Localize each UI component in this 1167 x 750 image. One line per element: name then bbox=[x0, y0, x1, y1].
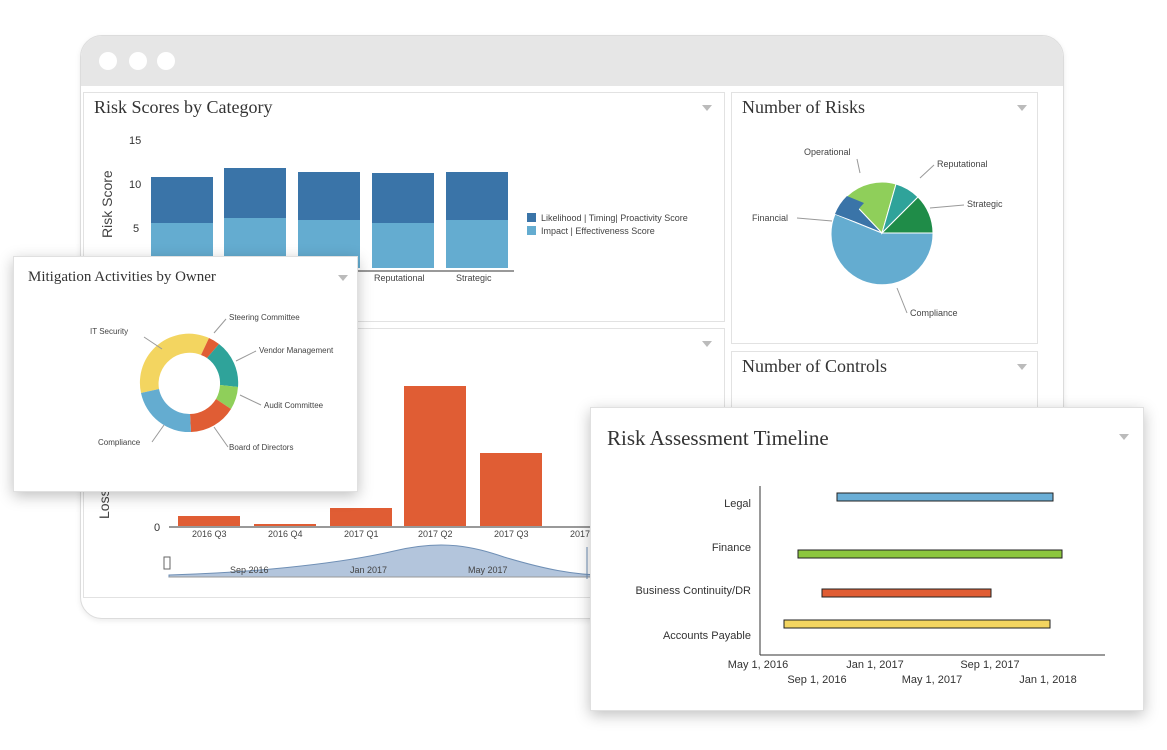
card-title: Risk Assessment Timeline bbox=[607, 426, 829, 450]
card-menu-caret-icon[interactable] bbox=[1119, 434, 1129, 440]
y-tick-label: 0 bbox=[154, 522, 160, 534]
timeline-bar-legal bbox=[836, 492, 1054, 502]
panel-menu-caret-icon[interactable] bbox=[702, 105, 712, 111]
legend-swatch-impact bbox=[527, 226, 536, 235]
donut-slice-board bbox=[190, 399, 231, 432]
pie-label-compliance: Compliance bbox=[910, 308, 958, 318]
pie-label-operational: Operational bbox=[804, 147, 851, 157]
pie-slice-strategic bbox=[880, 196, 934, 234]
donut-slice-it-security bbox=[139, 333, 209, 393]
navigator-label: Sep 2016 bbox=[230, 565, 269, 575]
risk-assessment-timeline-card: Risk Assessment Timeline Legal Finance B… bbox=[590, 407, 1144, 711]
bar-2017-q1 bbox=[330, 508, 392, 526]
row-label: Accounts Payable bbox=[663, 630, 751, 642]
donut-slice-audit bbox=[216, 385, 238, 409]
panel-title: Risk Scores by Category bbox=[94, 97, 273, 117]
pie-slice-financial-edge bbox=[835, 196, 864, 221]
mitigation-donut-chart: IT Security Steering Committee Vendor Ma… bbox=[90, 313, 334, 452]
x-tick-label: 2017 bbox=[570, 529, 590, 539]
pie-label-strategic: Strategic bbox=[967, 199, 1003, 209]
donut-label-vendor: Vendor Management bbox=[259, 346, 334, 355]
bar-2017-q2 bbox=[404, 386, 466, 526]
number-of-risks-panel: Number of Risks Operational Reputational… bbox=[731, 92, 1038, 344]
bar-likelihood bbox=[151, 177, 213, 223]
x-tick-label: May 1, 2016 bbox=[728, 659, 789, 671]
window-dot-1[interactable] bbox=[99, 52, 117, 70]
navigator-handle[interactable] bbox=[163, 556, 171, 570]
bar-likelihood bbox=[372, 173, 434, 223]
panel-menu-caret-icon[interactable] bbox=[1017, 364, 1027, 370]
bar-likelihood bbox=[298, 172, 360, 220]
x-tick-label: Sep 1, 2017 bbox=[960, 659, 1019, 671]
x-tick-label: Sep 1, 2016 bbox=[787, 674, 846, 686]
pie-slice-operational bbox=[846, 181, 897, 234]
bar-likelihood bbox=[446, 172, 508, 220]
mitigation-activities-card: Mitigation Activities by Owner IT Securi… bbox=[13, 256, 358, 492]
donut-label-board: Board of Directors bbox=[229, 443, 293, 452]
loss-bar-chart: Loss 0 2016 Q3 2016 Q4 2017 Q1 2017 Q2 2… bbox=[96, 386, 684, 579]
x-tick-label: May 1, 2017 bbox=[902, 674, 963, 686]
pie-label-financial: Financial bbox=[752, 213, 788, 223]
navigator-label: Jan 2017 bbox=[350, 565, 387, 575]
risks-pie-chart: Operational Reputational Strategic Finan… bbox=[752, 147, 1003, 318]
donut-label-compliance: Compliance bbox=[98, 438, 141, 447]
donut-slice-compliance bbox=[141, 389, 191, 433]
pie-slice-compliance bbox=[830, 213, 934, 286]
timeline-chart: Legal Finance Business Continuity/DR Acc… bbox=[635, 486, 1105, 686]
panel-menu-caret-icon[interactable] bbox=[702, 341, 712, 347]
row-label: Finance bbox=[712, 542, 751, 554]
donut-slice-steering bbox=[201, 338, 219, 358]
title-bar bbox=[81, 36, 1063, 86]
card-title: Mitigation Activities by Owner bbox=[28, 269, 216, 285]
x-tick-label: 2017 Q2 bbox=[418, 529, 453, 539]
donut-slice-vendor bbox=[207, 344, 239, 387]
donut-label-audit: Audit Committee bbox=[264, 401, 324, 410]
panel-title: Number of Controls bbox=[742, 356, 887, 376]
x-tick-label: Jan 1, 2017 bbox=[846, 659, 904, 671]
bar-impact bbox=[446, 220, 508, 268]
x-tick-label: 2017 Q1 bbox=[344, 529, 379, 539]
navigator-label: May 2017 bbox=[468, 565, 508, 575]
x-tick-label: 2016 Q4 bbox=[268, 529, 303, 539]
timeline-bar-accounts-payable bbox=[783, 619, 1051, 629]
y-axis-label: Risk Score bbox=[99, 170, 115, 238]
card-menu-caret-icon[interactable] bbox=[338, 275, 348, 281]
timeline-bar-finance bbox=[797, 549, 1063, 559]
x-tick-label: Jan 1, 2018 bbox=[1019, 674, 1077, 686]
panel-title: Number of Risks bbox=[742, 97, 865, 117]
y-axis-label: Loss bbox=[96, 489, 112, 519]
window-dot-2[interactable] bbox=[129, 52, 147, 70]
window-dot-3[interactable] bbox=[157, 52, 175, 70]
y-tick-label: 10 bbox=[129, 179, 141, 191]
donut-label-steering: Steering Committee bbox=[229, 313, 300, 322]
bar-2017-q3 bbox=[480, 453, 542, 526]
panel-menu-caret-icon[interactable] bbox=[1017, 105, 1027, 111]
bar-2016-q3 bbox=[178, 516, 240, 526]
legend-swatch-likelihood bbox=[527, 213, 536, 222]
bar-likelihood bbox=[224, 168, 286, 218]
navigator-area bbox=[168, 544, 605, 578]
risk-scores-chart: 15 10 5 Risk Score Reputational Strategi… bbox=[99, 135, 688, 283]
row-label: Legal bbox=[724, 498, 751, 510]
x-tick-label: 2017 Q3 bbox=[494, 529, 529, 539]
x-tick-label: Reputational bbox=[374, 273, 425, 283]
row-label: Business Continuity/DR bbox=[635, 585, 751, 597]
donut-label-it-security: IT Security bbox=[90, 327, 128, 336]
y-tick-label: 5 bbox=[133, 223, 139, 235]
bar-impact bbox=[372, 223, 434, 268]
x-tick-label: Strategic bbox=[456, 273, 492, 283]
x-tick-label: 2016 Q3 bbox=[192, 529, 227, 539]
pie-label-reputational: Reputational bbox=[937, 159, 988, 169]
y-tick-label: 15 bbox=[129, 135, 141, 147]
legend-label-likelihood: Likelihood | Timing| Proactivity Score bbox=[541, 213, 688, 223]
legend-label-impact: Impact | Effectiveness Score bbox=[541, 226, 655, 236]
timeline-bar-business-continuity bbox=[821, 588, 992, 598]
bar-2016-q4 bbox=[254, 524, 316, 526]
